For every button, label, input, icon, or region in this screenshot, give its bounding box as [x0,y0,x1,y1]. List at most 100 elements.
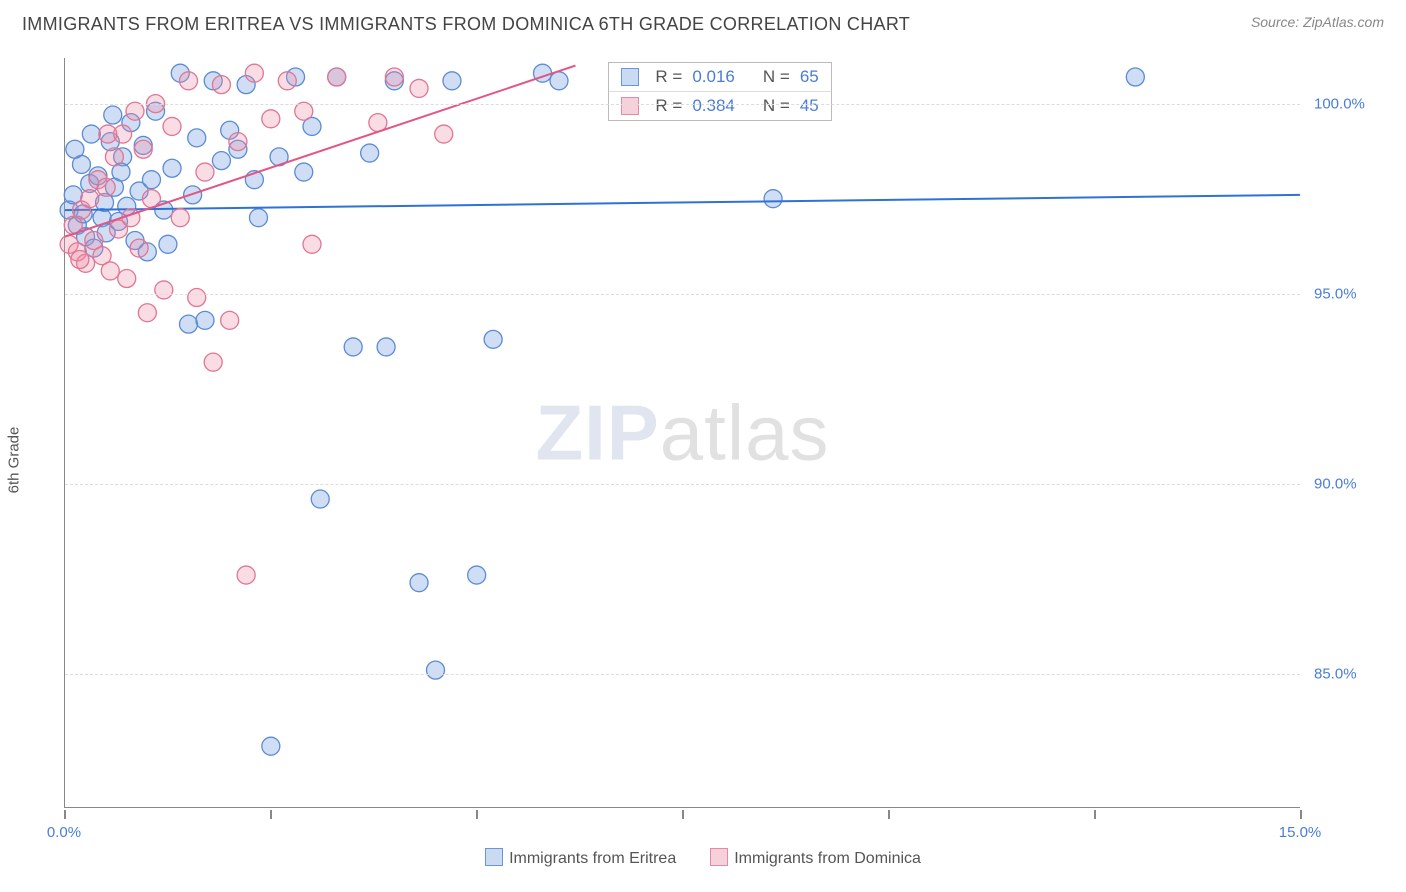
legend-label: Immigrants from Dominica [734,850,921,867]
scatter-point [443,72,461,90]
r-value: 0.384 [692,96,735,116]
gridline-h [65,674,1300,675]
scatter-point [142,171,160,189]
x-tick [682,810,684,819]
scatter-point [245,64,263,82]
n-value: 45 [800,96,819,116]
x-tick [270,810,272,819]
legend-item: Immigrants from Eritrea [485,848,676,868]
x-tick [1094,810,1096,819]
r-value: 0.016 [692,67,735,87]
scatter-point [155,281,173,299]
scatter-point [130,239,148,257]
x-tick [1300,810,1302,819]
scatter-point [126,102,144,120]
scatter-point [212,152,230,170]
scatter-point [344,338,362,356]
legend-item: Immigrants from Dominica [710,848,921,868]
scatter-point [303,235,321,253]
scatter-point [295,102,313,120]
legend-swatch [485,848,503,866]
scatter-point [180,72,198,90]
x-tick [64,810,66,819]
scatter-point [237,566,255,584]
scatter-point [311,490,329,508]
x-tick-label: 0.0% [47,824,81,841]
x-tick [476,810,478,819]
scatter-point [410,574,428,592]
y-tick-label: 100.0% [1300,95,1365,112]
scatter-point [188,289,206,307]
r-label: R = [655,67,682,87]
legend-bottom: Immigrants from Eritrea Immigrants from D… [20,848,1386,868]
plot-area: ZIPatlas R = 0.016N = 65R = 0.384N = 45 … [64,58,1300,808]
n-label: N = [763,96,790,116]
scatter-point [278,72,296,90]
scatter-point [764,190,782,208]
legend-swatch [710,848,728,866]
scatter-point [410,79,428,97]
scatter-point [171,209,189,227]
scatter-point [163,117,181,135]
scatter-point [196,311,214,329]
scatter-point [66,140,84,158]
scatter-point [163,159,181,177]
scatter-point [229,133,247,151]
scatter-point [101,262,119,280]
scatter-point [104,106,122,124]
n-value: 65 [800,67,819,87]
scatter-point [196,163,214,181]
trend-line [65,195,1300,210]
scatter-point [361,144,379,162]
scatter-point [385,68,403,86]
scatter-point [377,338,395,356]
chart-svg-layer [65,58,1300,807]
gridline-h [65,484,1300,485]
scatter-point [427,661,445,679]
scatter-point [221,311,239,329]
scatter-point [71,251,89,269]
y-tick-label: 95.0% [1300,285,1357,302]
y-axis-label: 6th Grade [6,427,23,494]
scatter-point [484,330,502,348]
y-tick-label: 85.0% [1300,665,1357,682]
scatter-point [118,270,136,288]
scatter-point [180,315,198,333]
scatter-point [138,304,156,322]
scatter-point [81,190,99,208]
scatter-point [97,178,115,196]
source-attribution: Source: ZipAtlas.com [1251,14,1384,30]
x-tick [888,810,890,819]
scatter-point [262,737,280,755]
legend-swatch [621,97,639,115]
r-label: R = [655,96,682,116]
scatter-point [550,72,568,90]
stats-row: R = 0.384 N = 45 [609,91,830,120]
scatter-point [204,353,222,371]
gridline-h [65,294,1300,295]
scatter-point [105,148,123,166]
scatter-point [1126,68,1144,86]
legend-swatch [621,68,639,86]
chart-title: IMMIGRANTS FROM ERITREA VS IMMIGRANTS FR… [22,14,910,35]
scatter-point [159,235,177,253]
scatter-point [328,68,346,86]
x-axis-ticks: 0.0%15.0% [64,810,1300,824]
gridline-h [65,104,1300,105]
scatter-point [188,129,206,147]
legend-label: Immigrants from Eritrea [509,850,676,867]
stats-legend-box: R = 0.016 N = 65 R = 0.384 N = 45 [608,62,831,121]
scatter-point [249,209,267,227]
scatter-point [295,163,313,181]
scatter-point [99,125,117,143]
scatter-point [212,76,230,94]
stats-row: R = 0.016 N = 65 [609,63,830,91]
scatter-point [82,125,100,143]
correlation-scatter-chart: 6th Grade ZIPatlas R = 0.016N = 65R = 0.… [20,48,1386,872]
scatter-point [262,110,280,128]
n-label: N = [763,67,790,87]
scatter-point [468,566,486,584]
scatter-point [134,140,152,158]
scatter-point [435,125,453,143]
x-tick-label: 15.0% [1279,824,1322,841]
